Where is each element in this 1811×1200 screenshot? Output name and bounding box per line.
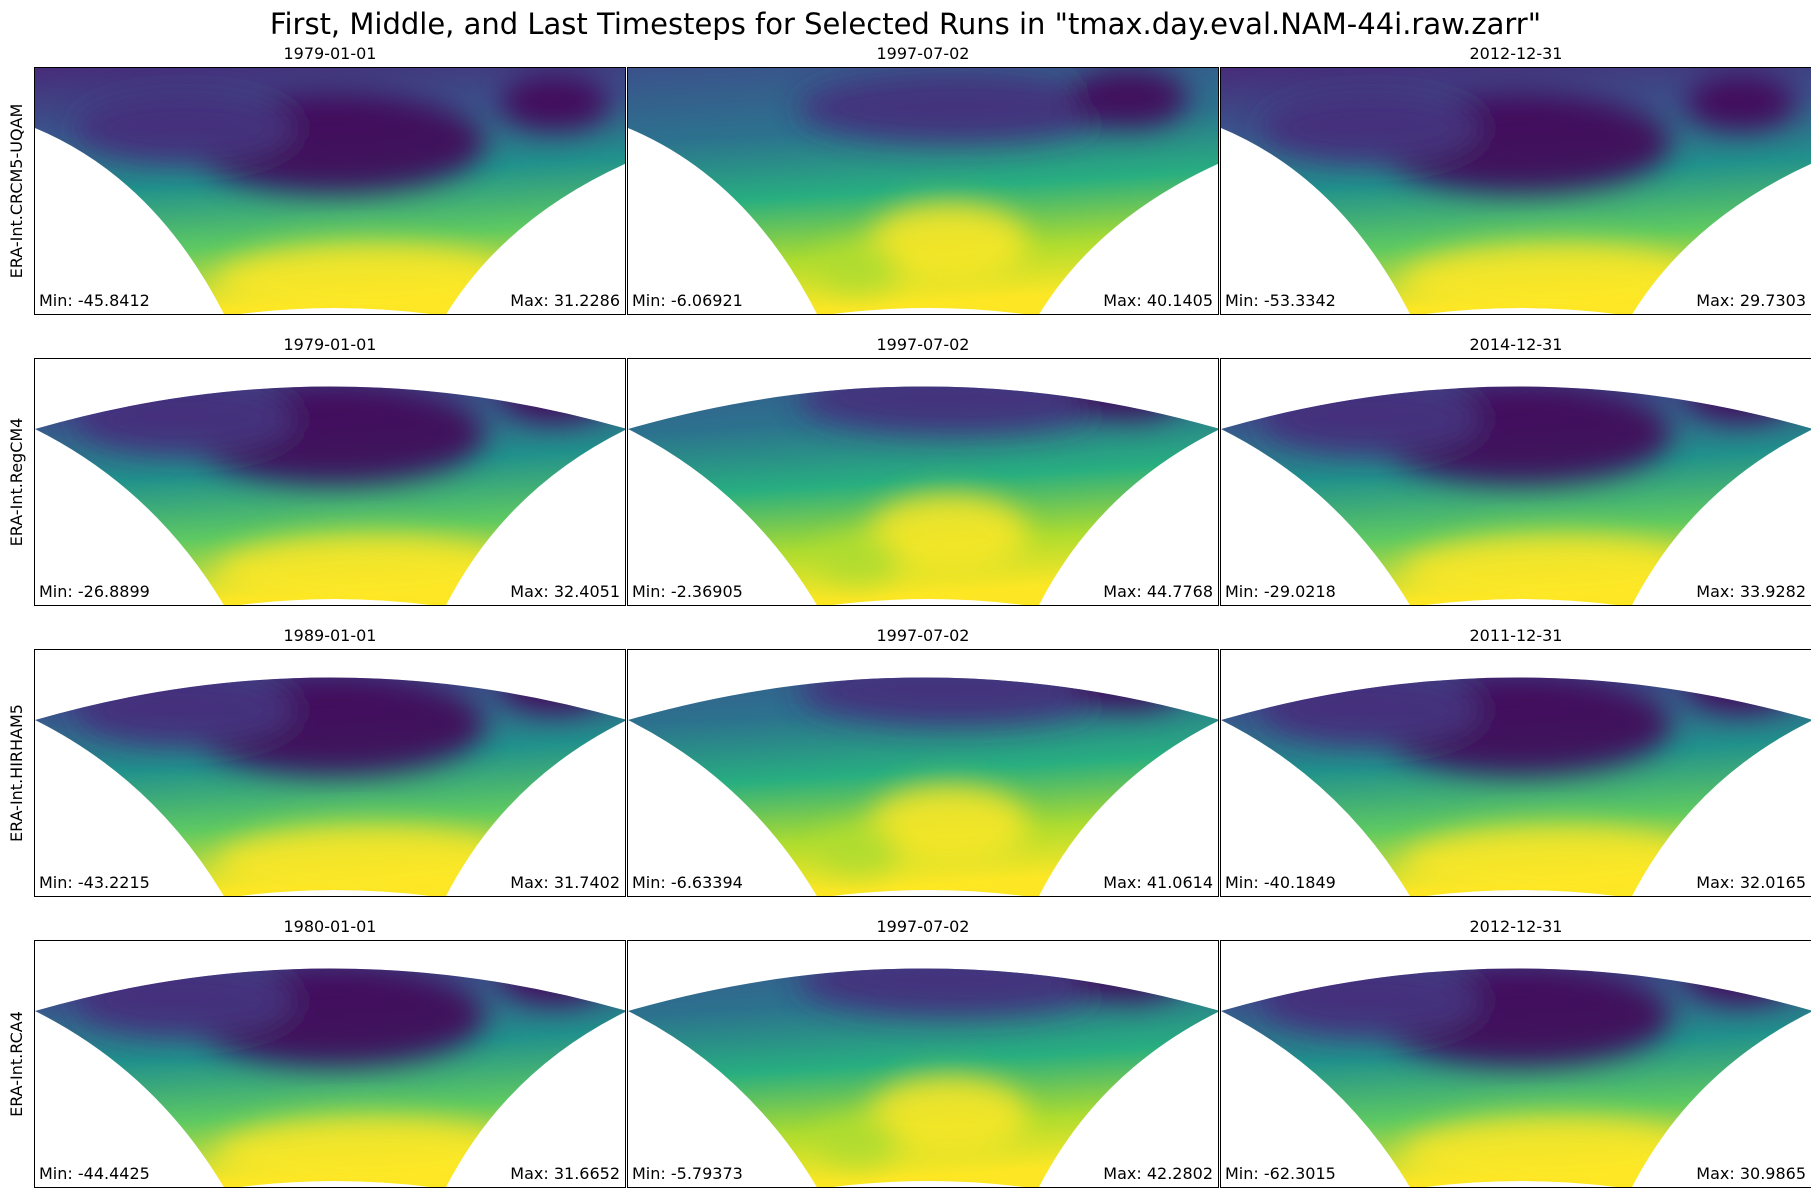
temperature-map xyxy=(628,677,1218,896)
map-field xyxy=(35,677,625,896)
temperature-map xyxy=(1221,677,1811,896)
temperature-map xyxy=(35,68,625,314)
panel-date-title: 1997-07-02 xyxy=(876,335,970,354)
map-field xyxy=(1221,968,1811,1187)
panel-date-title: 1980-01-01 xyxy=(283,917,377,936)
map-panel: Min: -62.3015 Max: 30.9865 xyxy=(1220,940,1811,1188)
temperature-map xyxy=(1221,386,1811,605)
map-panel: Min: -5.79373 Max: 42.2802 xyxy=(627,940,1219,1188)
map-panel: Min: -40.1849 Max: 32.0165 xyxy=(1220,649,1811,897)
map-panel: Min: -45.8412 Max: 31.2286 xyxy=(34,67,626,315)
max-value-label: Max: 33.9282 xyxy=(1696,582,1806,601)
max-value-label: Max: 41.0614 xyxy=(1103,873,1213,892)
min-value-label: Min: -2.36905 xyxy=(632,582,743,601)
min-value-label: Min: -40.1849 xyxy=(1225,873,1336,892)
min-value-label: Min: -45.8412 xyxy=(39,291,150,310)
min-value-label: Min: -6.06921 xyxy=(632,291,743,310)
max-value-label: Max: 42.2802 xyxy=(1103,1164,1213,1183)
row-label: ERA-Int.RegCM4 xyxy=(7,417,26,547)
panel-date-title: 2011-12-31 xyxy=(1469,626,1563,645)
min-value-label: Min: -62.3015 xyxy=(1225,1164,1336,1183)
panel-date-title: 2014-12-31 xyxy=(1469,335,1563,354)
map-field xyxy=(35,968,625,1187)
panel-date-title: 1997-07-02 xyxy=(876,626,970,645)
temperature-map xyxy=(35,677,625,896)
temperature-map xyxy=(1221,68,1811,314)
panel-date-title: 1997-07-02 xyxy=(876,917,970,936)
max-value-label: Max: 30.9865 xyxy=(1696,1164,1806,1183)
temperature-map xyxy=(35,968,625,1187)
panel-date-title: 1979-01-01 xyxy=(283,44,377,63)
map-panel: Min: -29.0218 Max: 33.9282 xyxy=(1220,358,1811,606)
map-panel: Min: -53.3342 Max: 29.7303 xyxy=(1220,67,1811,315)
temperature-map xyxy=(35,386,625,605)
min-value-label: Min: -5.79373 xyxy=(632,1164,743,1183)
max-value-label: Max: 31.2286 xyxy=(510,291,620,310)
panel-date-title: 1989-01-01 xyxy=(283,626,377,645)
map-panel: Min: -6.06921 Max: 40.1405 xyxy=(627,67,1219,315)
max-value-label: Max: 40.1405 xyxy=(1103,291,1213,310)
panel-date-title: 2012-12-31 xyxy=(1469,44,1563,63)
map-panel: Min: -2.36905 Max: 44.7768 xyxy=(627,358,1219,606)
map-field xyxy=(628,677,1218,896)
max-value-label: Max: 31.6652 xyxy=(510,1164,620,1183)
min-value-label: Min: -44.4425 xyxy=(39,1164,150,1183)
map-field xyxy=(628,386,1218,605)
max-value-label: Max: 44.7768 xyxy=(1103,582,1213,601)
min-value-label: Min: -26.8899 xyxy=(39,582,150,601)
max-value-label: Max: 32.4051 xyxy=(510,582,620,601)
map-field xyxy=(35,386,625,605)
map-field xyxy=(628,68,1218,314)
max-value-label: Max: 29.7303 xyxy=(1696,291,1806,310)
temperature-map xyxy=(1221,968,1811,1187)
min-value-label: Min: -29.0218 xyxy=(1225,582,1336,601)
temperature-map xyxy=(628,386,1218,605)
max-value-label: Max: 32.0165 xyxy=(1696,873,1806,892)
row-label: ERA-Int.HIRHAM5 xyxy=(7,704,26,842)
map-panel: Min: -44.4425 Max: 31.6652 xyxy=(34,940,626,1188)
figure-title: First, Middle, and Last Timesteps for Se… xyxy=(269,7,1542,41)
temperature-map xyxy=(628,968,1218,1187)
map-field xyxy=(1221,677,1811,896)
min-value-label: Min: -43.2215 xyxy=(39,873,150,892)
map-field xyxy=(628,968,1218,1187)
map-panel: Min: -6.63394 Max: 41.0614 xyxy=(627,649,1219,897)
panel-date-title: 1979-01-01 xyxy=(283,335,377,354)
map-field xyxy=(1221,68,1811,314)
temperature-map xyxy=(628,68,1218,314)
row-label: ERA-Int.RCA4 xyxy=(7,1011,26,1117)
panel-date-title: 2012-12-31 xyxy=(1469,917,1563,936)
map-field xyxy=(1221,386,1811,605)
min-value-label: Min: -53.3342 xyxy=(1225,291,1336,310)
row-label: ERA-Int.CRCM5-UQAM xyxy=(7,103,26,279)
panel-date-title: 1997-07-02 xyxy=(876,44,970,63)
map-panel: Min: -26.8899 Max: 32.4051 xyxy=(34,358,626,606)
min-value-label: Min: -6.63394 xyxy=(632,873,743,892)
map-panel: Min: -43.2215 Max: 31.7402 xyxy=(34,649,626,897)
max-value-label: Max: 31.7402 xyxy=(510,873,620,892)
map-field xyxy=(35,68,625,314)
